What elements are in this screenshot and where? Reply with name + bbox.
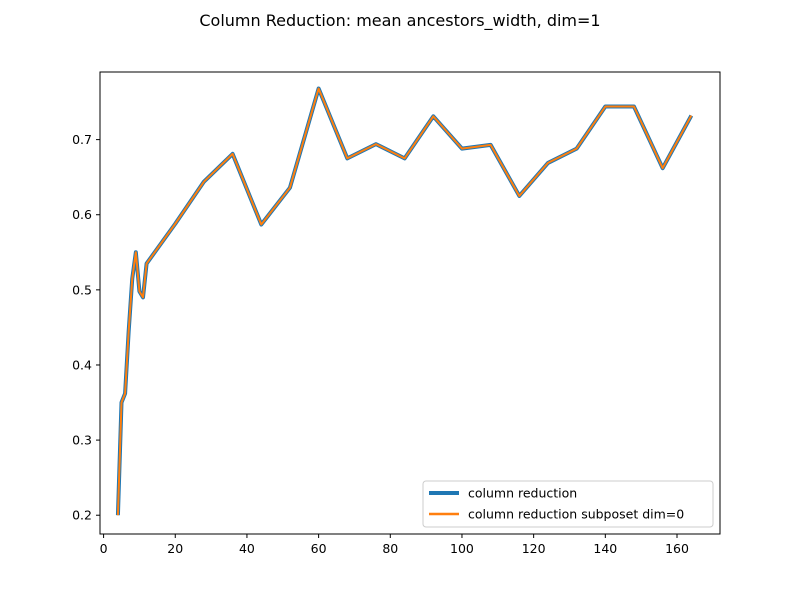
legend-label-column-reduction: column reduction [468,486,577,501]
x-axis: 0 20 40 60 80 100 120 140 160 [100,534,689,556]
y-tick-label: 0.2 [72,508,92,523]
x-tick-label: 40 [239,541,255,556]
y-tick-label: 0.5 [72,282,92,297]
series-line-column-reduction-subposet [116,87,693,516]
x-tick-label: 160 [665,541,689,556]
legend: column reduction column reduction subpos… [422,480,714,528]
series-layer [115,86,694,516]
axes-frame [99,71,721,535]
x-tick-label: 120 [522,541,546,556]
legend-box [422,480,714,528]
x-tick-label: 100 [450,541,474,556]
x-tick-label: 60 [311,541,327,556]
x-tick-label: 20 [167,541,183,556]
y-tick-label: 0.7 [72,132,92,147]
y-tick-label: 0.3 [72,433,92,448]
x-tick-label: 80 [382,541,398,556]
chart-title: Column Reduction: mean ancestors_width, … [199,11,600,31]
legend-label-column-reduction-subposet: column reduction subposet dim=0 [468,507,684,522]
x-tick-label: 140 [593,541,617,556]
y-tick-label: 0.4 [72,357,92,372]
y-axis: 0.2 0.3 0.4 0.5 0.6 0.7 [72,132,100,523]
y-tick-label: 0.6 [72,207,92,222]
x-tick-label: 0 [100,541,108,556]
